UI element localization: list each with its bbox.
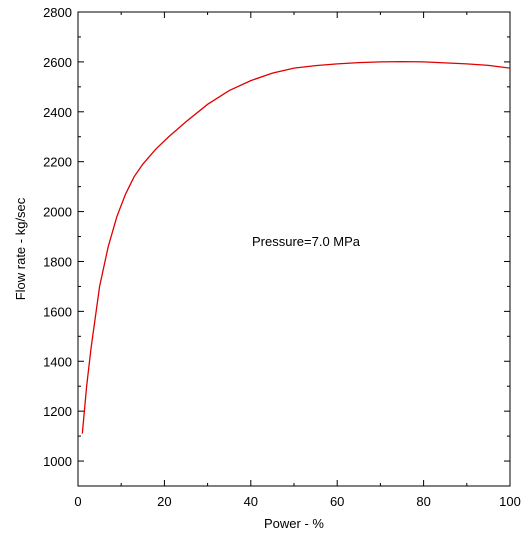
x-tick-label: 80 bbox=[416, 494, 430, 509]
x-tick-label: 60 bbox=[330, 494, 344, 509]
y-tick-label: 1400 bbox=[43, 354, 72, 369]
x-axis-title: Power - % bbox=[264, 516, 324, 531]
y-tick-label: 1600 bbox=[43, 304, 72, 319]
x-tick-label: 0 bbox=[74, 494, 81, 509]
x-tick-label: 20 bbox=[157, 494, 171, 509]
y-tick-label: 2000 bbox=[43, 205, 72, 220]
y-tick-label: 1800 bbox=[43, 254, 72, 269]
axis-ticks bbox=[77, 11, 511, 487]
y-tick-label: 2600 bbox=[43, 55, 72, 70]
y-tick-label: 1200 bbox=[43, 404, 72, 419]
y-tick-label: 2800 bbox=[43, 5, 72, 20]
plot-frame bbox=[77, 11, 511, 487]
x-tick-label: 40 bbox=[244, 494, 258, 509]
y-tick-label: 1000 bbox=[43, 454, 72, 469]
y-tick-label: 2400 bbox=[43, 105, 72, 120]
pressure-annotation: Pressure=7.0 MPa bbox=[252, 234, 361, 249]
y-tick-label: 2200 bbox=[43, 155, 72, 170]
flow-rate-series-line bbox=[81, 60, 511, 434]
x-tick-label: 100 bbox=[499, 494, 521, 509]
tick-labels: 0 20 40 60 80 100 1000 1200 1400 1600 1800 2000 2200… bbox=[43, 5, 521, 509]
y-axis-title: Flow rate - kg/sec bbox=[13, 197, 28, 300]
